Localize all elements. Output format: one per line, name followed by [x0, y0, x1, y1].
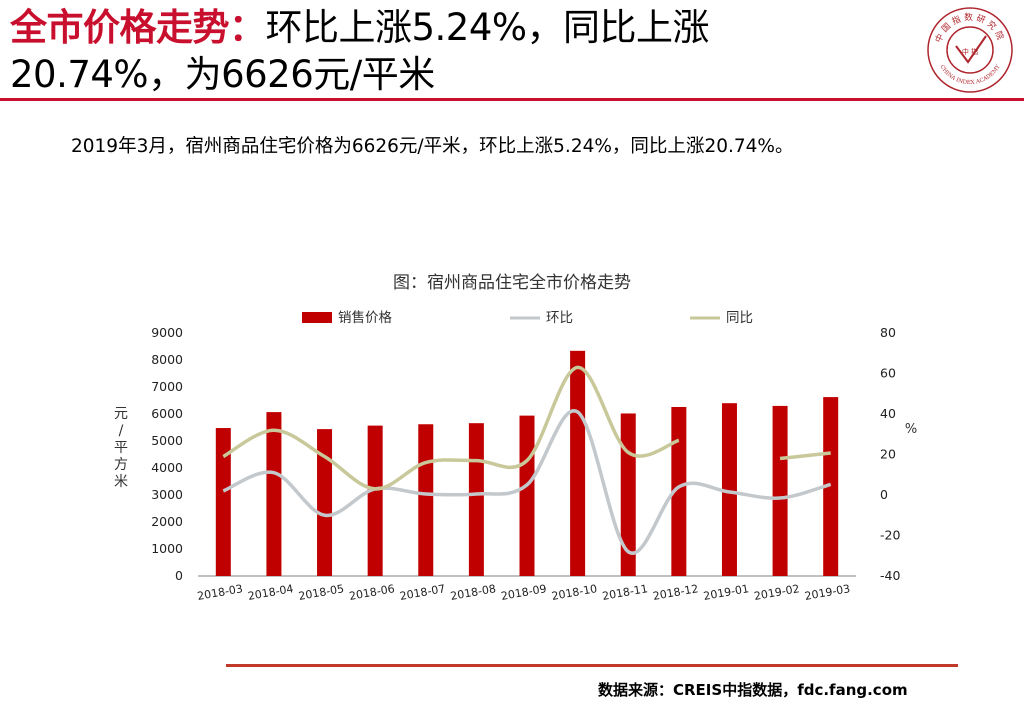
- yoy-line: [222, 365, 680, 491]
- x-tick-label: 2018-04: [247, 582, 295, 603]
- price-bar: [772, 405, 788, 576]
- x-tick-label: 2018-09: [500, 582, 548, 603]
- x-tick-label: 2018-12: [652, 582, 700, 603]
- x-tick-label: 2018-08: [449, 582, 497, 603]
- price-bar: [823, 397, 839, 576]
- x-tick-label: 2018-05: [298, 582, 346, 603]
- price-bar: [671, 406, 687, 576]
- y-left-tick-label: 7000: [151, 379, 183, 394]
- data-source: 数据来源：CREIS中指数据，fdc.fang.com: [598, 681, 908, 699]
- chart-title: 图：宿州商品住宅全市价格走势: [393, 273, 631, 293]
- x-tick-label: 2018-10: [551, 582, 599, 603]
- title-highlight: 全市价格走势：: [10, 6, 266, 49]
- x-tick-label: 2019-01: [702, 582, 750, 603]
- legend-label-price: 销售价格: [338, 310, 392, 326]
- y-right-tick-label: 40: [880, 406, 896, 421]
- y-left-axis-label-char: 元: [114, 406, 128, 422]
- y-right-tick-label: 20: [880, 447, 896, 462]
- y-right-axis-label: %: [905, 422, 917, 437]
- y-right-tick-label: 0: [880, 487, 888, 502]
- y-left-axis-label-char: /: [119, 423, 124, 439]
- price-bar: [215, 428, 231, 576]
- x-tick-label: 2018-11: [601, 582, 649, 603]
- summary-text: 2019年3月，宿州商品住宅价格为6626元/平米，环比上涨5.24%，同比上涨…: [71, 136, 794, 157]
- legend-label-yoy: 同比: [726, 310, 753, 326]
- y-right-tick-label: -20: [880, 528, 900, 543]
- y-left-tick-label: 9000: [151, 325, 183, 340]
- price-bar: [266, 412, 282, 576]
- y-right-tick-label: -40: [880, 568, 900, 583]
- mom-line: [222, 409, 832, 555]
- svg-text:CHINA INDEX ACADEMY: CHINA INDEX ACADEMY: [938, 64, 1001, 86]
- price-bar: [418, 424, 434, 576]
- logo-bottom-text: CHINA INDEX ACADEMY: [938, 64, 1001, 86]
- title-divider: [0, 98, 1024, 101]
- price-bar: [468, 423, 484, 576]
- title-line2: 20.74%，为6626元/平米: [10, 53, 435, 96]
- price-bar: [570, 350, 586, 576]
- y-right-tick-label: 60: [880, 366, 896, 381]
- price-bar: [519, 415, 535, 576]
- price-trend-chart: 0 1000 2000 3000 4000 5000 6000 7000 8000 9000 -40…: [114, 310, 917, 603]
- y-left-axis-label-char: 方: [114, 457, 128, 473]
- bottom-divider: [226, 664, 958, 667]
- x-tick-label: 2018-03: [196, 582, 244, 603]
- y-right-tick-label: 80: [880, 325, 896, 340]
- china-index-academy-logo: 中国指数研究院 CHINA INDEX ACADEMY 中 指: [927, 7, 1013, 93]
- y-left-tick-label: 1000: [151, 541, 183, 556]
- logo-center-text: 中 指: [962, 47, 978, 56]
- title-line1: 环比上涨5.24%，同比上涨: [265, 6, 710, 49]
- x-tick-label: 2018-06: [348, 582, 396, 603]
- x-tick-label: 2019-03: [804, 582, 852, 603]
- price-bar: [367, 425, 383, 576]
- x-tick-label: 2019-02: [753, 582, 801, 603]
- y-left-tick-label: 6000: [151, 406, 183, 421]
- y-left-tick-label: 2000: [151, 514, 183, 529]
- y-left-tick-label: 0: [175, 568, 183, 583]
- slide-title: 全市价格走势：环比上涨5.24%，同比上涨 20.74%，为6626元/平米: [10, 4, 900, 98]
- y-left-tick-label: 4000: [151, 460, 183, 475]
- yoy-line: [779, 451, 831, 461]
- y-left-axis-label-char: 平: [114, 440, 128, 456]
- price-bar: [317, 429, 333, 576]
- price-bar: [721, 403, 737, 576]
- y-left-axis-label-char: 米: [114, 474, 128, 490]
- x-tick-label: 2018-07: [399, 582, 447, 603]
- legend-label-mom: 环比: [546, 310, 573, 326]
- y-left-tick-label: 5000: [151, 433, 183, 448]
- legend-swatch-price: [302, 312, 332, 323]
- y-left-tick-label: 3000: [151, 487, 183, 502]
- y-left-tick-label: 8000: [151, 352, 183, 367]
